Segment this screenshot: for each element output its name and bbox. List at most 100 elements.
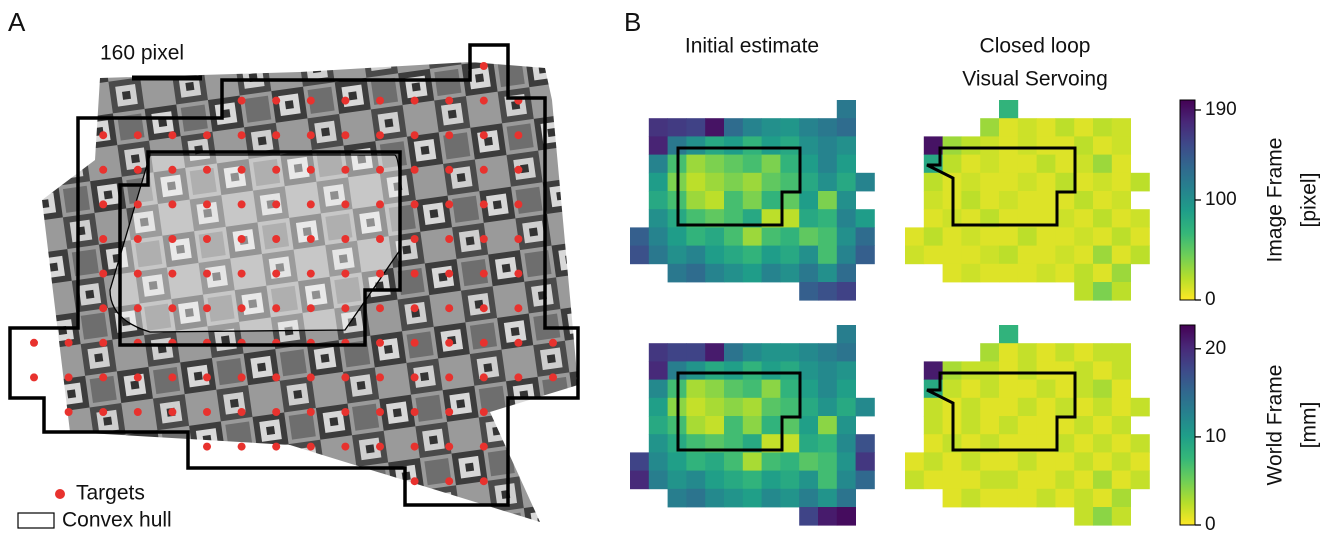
heat-cell — [724, 136, 743, 155]
heat-cell — [686, 227, 705, 246]
target-dot — [445, 339, 453, 347]
heat-cell — [818, 173, 837, 192]
heat-cell — [1037, 246, 1056, 265]
heat-cell — [705, 380, 724, 399]
target-dot — [480, 373, 488, 381]
heat-cell — [837, 100, 856, 119]
heat-cell — [1074, 264, 1093, 283]
target-dot — [272, 166, 280, 174]
target-dot — [203, 200, 211, 208]
heat-cell — [837, 361, 856, 380]
target-dot — [203, 304, 211, 312]
heat-cell — [1055, 155, 1074, 174]
target-dot — [445, 235, 453, 243]
target-dot — [480, 97, 488, 105]
colorbar-label: [pixel] — [1298, 173, 1321, 228]
heat-cell — [999, 416, 1018, 435]
target-dot — [99, 131, 107, 139]
heat-cell — [856, 434, 875, 453]
target-dot — [134, 443, 142, 451]
heat-cell — [924, 191, 943, 210]
heat-cell — [837, 191, 856, 210]
target-dot — [376, 408, 384, 416]
heat-cell — [649, 343, 668, 362]
heat-cell — [724, 155, 743, 174]
heat-cell — [1055, 489, 1074, 508]
heat-cell — [780, 227, 799, 246]
heat-cell — [705, 452, 724, 471]
heat-cell — [668, 227, 687, 246]
heat-cell — [799, 343, 818, 362]
target-dot — [376, 200, 384, 208]
colorbar-label: Image Frame — [1264, 138, 1287, 263]
heat-cell — [1037, 398, 1056, 417]
target-dot — [272, 97, 280, 105]
heat-cell — [780, 361, 799, 380]
heat-cell — [762, 416, 781, 435]
heat-cell — [980, 416, 999, 435]
heat-cell — [856, 209, 875, 228]
page: A 160 pixel Targets Convex hull B Initia… — [0, 0, 1330, 533]
heat-cell — [943, 452, 962, 471]
heat-cell — [799, 264, 818, 283]
heat-cell — [1018, 173, 1037, 192]
heat-cell — [1112, 227, 1131, 246]
heat-cell — [818, 155, 837, 174]
camera-view — [110, 155, 400, 332]
target-dot — [445, 97, 453, 105]
target-dot — [99, 339, 107, 347]
heat-cell — [856, 246, 875, 265]
target-dot — [549, 512, 557, 520]
heat-cell — [1093, 246, 1112, 265]
heat-cell — [724, 398, 743, 417]
heat-cell — [649, 471, 668, 490]
target-dot — [307, 270, 315, 278]
heat-cell — [818, 489, 837, 508]
heat-cell — [649, 361, 668, 380]
heat-cell — [999, 380, 1018, 399]
column-title: Initial estimate — [685, 35, 819, 58]
heat-cell — [686, 246, 705, 265]
heat-cell — [1055, 361, 1074, 380]
heat-cell — [724, 246, 743, 265]
target-dot — [203, 270, 211, 278]
heat-cell — [686, 191, 705, 210]
heat-cell — [649, 452, 668, 471]
heat-cell — [1037, 227, 1056, 246]
target-dot — [584, 166, 592, 174]
target-dot — [307, 200, 315, 208]
target-dot — [168, 270, 176, 278]
target-dot — [238, 235, 246, 243]
target-dot — [99, 443, 107, 451]
heat-cell — [999, 246, 1018, 265]
heat-cell — [705, 227, 724, 246]
heat-cell — [999, 398, 1018, 417]
heat-cell — [762, 246, 781, 265]
heat-cell — [943, 471, 962, 490]
heat-cell — [780, 155, 799, 174]
heat-cell — [924, 209, 943, 228]
heat-cell — [837, 209, 856, 228]
heat-cell — [705, 173, 724, 192]
heat-cell — [837, 118, 856, 137]
heat-cell — [743, 173, 762, 192]
heat-cell — [818, 227, 837, 246]
heat-cell — [818, 136, 837, 155]
heat-cell — [980, 380, 999, 399]
heat-cell — [705, 489, 724, 508]
heat-cell — [799, 209, 818, 228]
heat-cell — [799, 173, 818, 192]
target-dot — [584, 373, 592, 381]
heat-cell — [799, 489, 818, 508]
heat-cell — [780, 471, 799, 490]
heat-cell — [980, 398, 999, 417]
target-dot — [238, 373, 246, 381]
heat-cell — [1074, 343, 1093, 362]
target-dot — [30, 373, 38, 381]
target-dot — [238, 443, 246, 451]
heat-cell — [961, 136, 980, 155]
target-dot — [30, 304, 38, 312]
heat-cell — [743, 361, 762, 380]
target-dot — [584, 62, 592, 70]
heat-cell — [1037, 191, 1056, 210]
